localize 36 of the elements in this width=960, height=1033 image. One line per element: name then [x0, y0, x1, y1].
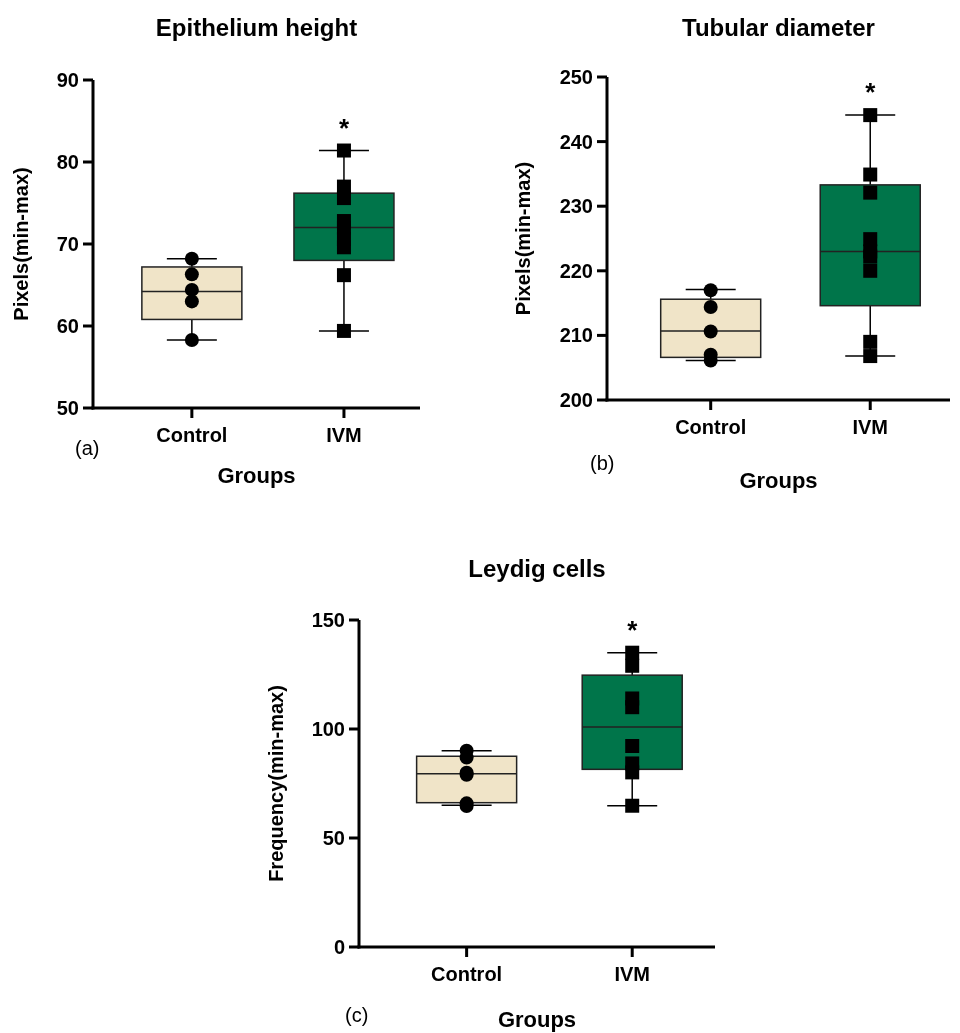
annotation: *	[338, 112, 350, 143]
x-tick-label: IVM	[614, 963, 650, 985]
x-tick-label: IVM	[852, 416, 889, 438]
annotation: *	[865, 77, 877, 108]
y-tick-label: 200	[559, 389, 593, 411]
y-tick-label: 70	[56, 233, 79, 255]
y-tick-label: 220	[559, 259, 593, 282]
y-tick-label: 90	[56, 69, 79, 91]
y-tick-label: 230	[559, 195, 593, 218]
x-tick-label: Control	[675, 416, 747, 438]
y-tick-label: 150	[311, 609, 345, 631]
y-axis-title: Pixels(min-max)	[10, 167, 32, 321]
x-axis-title: Groups	[739, 468, 818, 493]
y-tick-label: 250	[559, 66, 593, 88]
y-tick-label: 210	[559, 324, 593, 347]
text: (b)	[590, 452, 615, 474]
y-tick-label: 0	[333, 936, 345, 958]
chart-title: Leydig cells	[468, 555, 606, 582]
x-axis-title: Groups	[497, 1007, 577, 1032]
y-tick-label: 240	[559, 130, 593, 153]
chart-title: Tubular diameter	[682, 14, 875, 41]
text: (c)	[345, 1004, 369, 1026]
x-tick-label: Control	[156, 424, 228, 446]
y-axis-title: Pixels(min-max)	[512, 161, 534, 316]
y-tick-label: 50	[56, 397, 79, 419]
x-tick-label: Control	[431, 963, 503, 985]
y-tick-label: 60	[56, 315, 79, 337]
text: (a)	[75, 437, 100, 459]
x-tick-label: IVM	[326, 424, 362, 446]
y-tick-label: 50	[322, 827, 345, 849]
annotation: *	[627, 614, 639, 645]
y-tick-label: 100	[311, 718, 345, 740]
x-axis-title: Groups	[217, 463, 296, 488]
y-axis-title: Frequency(min-max)	[265, 685, 287, 882]
chart-title: Epithelium height	[155, 14, 358, 41]
y-tick-label: 80	[56, 151, 79, 173]
